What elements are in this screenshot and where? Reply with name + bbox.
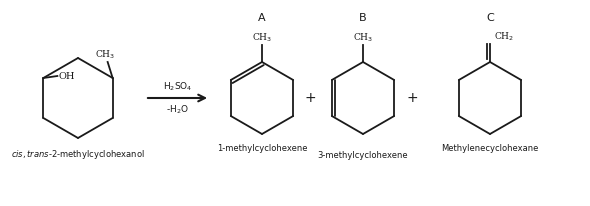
Text: +: + (406, 91, 418, 105)
Text: $\it{cis,trans}$-2-methylcyclohexanol: $\it{cis,trans}$-2-methylcyclohexanol (11, 148, 145, 161)
Text: CH$_3$: CH$_3$ (96, 48, 116, 61)
Text: 3-methylcyclohexene: 3-methylcyclohexene (317, 151, 408, 160)
Text: CH$_2$: CH$_2$ (494, 30, 514, 43)
Text: A: A (258, 13, 266, 23)
Text: H$_2$SO$_4$: H$_2$SO$_4$ (163, 81, 192, 93)
Text: B: B (359, 13, 367, 23)
Text: CH$_3$: CH$_3$ (353, 32, 373, 44)
Text: CH$_3$: CH$_3$ (252, 32, 272, 44)
Text: 1-methylcyclohexene: 1-methylcyclohexene (217, 144, 307, 153)
Text: OH: OH (58, 71, 75, 81)
Text: Methylenecyclohexane: Methylenecyclohexane (441, 144, 539, 153)
Text: -H$_2$O: -H$_2$O (166, 103, 189, 116)
Text: +: + (304, 91, 316, 105)
Text: C: C (486, 13, 494, 23)
